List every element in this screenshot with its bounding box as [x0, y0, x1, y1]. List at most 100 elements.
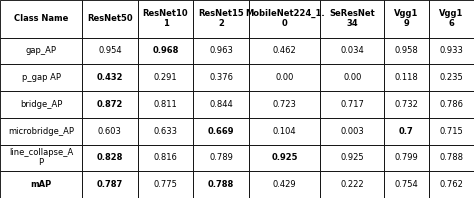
Text: p_gap AP: p_gap AP — [21, 73, 61, 82]
Text: 0.968: 0.968 — [152, 47, 179, 55]
Text: 0.925: 0.925 — [340, 153, 364, 162]
Text: 0.933: 0.933 — [439, 47, 464, 55]
Text: 0.787: 0.787 — [97, 180, 123, 189]
Text: 0.754: 0.754 — [394, 180, 419, 189]
Bar — [320, 145, 384, 171]
Text: 0.00: 0.00 — [343, 73, 361, 82]
Bar — [384, 145, 429, 171]
Text: 0.789: 0.789 — [209, 153, 233, 162]
Bar — [429, 91, 474, 118]
Text: 0.925: 0.925 — [272, 153, 298, 162]
Bar — [320, 118, 384, 145]
Text: ResNet50: ResNet50 — [87, 14, 133, 23]
Text: 0.633: 0.633 — [154, 127, 177, 136]
Text: 0.723: 0.723 — [273, 100, 297, 109]
Bar — [249, 118, 320, 145]
Bar — [384, 0, 429, 38]
Text: microbridge_AP: microbridge_AP — [8, 127, 74, 136]
Bar — [429, 145, 474, 171]
Bar — [0, 171, 82, 198]
Text: line_collapse_A
P: line_collapse_A P — [9, 148, 73, 168]
Bar — [82, 145, 138, 171]
Text: 0.432: 0.432 — [97, 73, 123, 82]
Text: 0.104: 0.104 — [273, 127, 296, 136]
Bar — [320, 91, 384, 118]
Text: 0.603: 0.603 — [98, 127, 122, 136]
Text: bridge_AP: bridge_AP — [20, 100, 62, 109]
Text: Class Name: Class Name — [14, 14, 68, 23]
Text: 0.291: 0.291 — [154, 73, 177, 82]
Bar — [429, 64, 474, 91]
Text: 0.7: 0.7 — [399, 127, 414, 136]
Bar — [429, 171, 474, 198]
Bar — [138, 118, 193, 145]
Text: 0.235: 0.235 — [439, 73, 464, 82]
Text: 0.963: 0.963 — [209, 47, 233, 55]
Bar — [429, 38, 474, 64]
Bar — [0, 64, 82, 91]
Text: 0.732: 0.732 — [394, 100, 419, 109]
Bar — [82, 38, 138, 64]
Bar — [249, 145, 320, 171]
Text: 0.811: 0.811 — [154, 100, 177, 109]
Bar — [193, 91, 249, 118]
Text: 0.872: 0.872 — [97, 100, 123, 109]
Bar — [384, 91, 429, 118]
Text: Vgg1
9: Vgg1 9 — [394, 9, 419, 28]
Bar — [138, 38, 193, 64]
Bar — [320, 0, 384, 38]
Bar — [0, 0, 82, 38]
Text: gap_AP: gap_AP — [26, 47, 56, 55]
Text: 0.799: 0.799 — [394, 153, 419, 162]
Text: 0.034: 0.034 — [340, 47, 364, 55]
Text: MobileNet224_1.
0: MobileNet224_1. 0 — [245, 9, 325, 28]
Text: 0.00: 0.00 — [275, 73, 294, 82]
Bar — [0, 145, 82, 171]
Text: ResNet10
1: ResNet10 1 — [143, 9, 188, 28]
Bar — [138, 145, 193, 171]
Text: 0.958: 0.958 — [394, 47, 419, 55]
Text: 0.669: 0.669 — [208, 127, 234, 136]
Text: 0.816: 0.816 — [154, 153, 177, 162]
Bar — [138, 64, 193, 91]
Text: 0.376: 0.376 — [209, 73, 233, 82]
Text: 0.429: 0.429 — [273, 180, 296, 189]
Bar — [138, 0, 193, 38]
Text: SeResNet
34: SeResNet 34 — [329, 9, 375, 28]
Bar — [193, 118, 249, 145]
Bar — [0, 38, 82, 64]
Bar — [320, 171, 384, 198]
Text: 0.844: 0.844 — [209, 100, 233, 109]
Bar — [249, 64, 320, 91]
Bar — [138, 171, 193, 198]
Bar — [384, 38, 429, 64]
Text: 0.222: 0.222 — [340, 180, 364, 189]
Bar — [249, 38, 320, 64]
Text: 0.715: 0.715 — [439, 127, 464, 136]
Text: 0.003: 0.003 — [340, 127, 364, 136]
Text: 0.786: 0.786 — [439, 100, 464, 109]
Text: 0.762: 0.762 — [439, 180, 464, 189]
Text: 0.788: 0.788 — [439, 153, 464, 162]
Text: 0.954: 0.954 — [98, 47, 122, 55]
Bar — [82, 171, 138, 198]
Bar — [249, 0, 320, 38]
Bar — [82, 64, 138, 91]
Text: 0.775: 0.775 — [154, 180, 177, 189]
Bar — [384, 64, 429, 91]
Bar — [429, 118, 474, 145]
Bar — [193, 0, 249, 38]
Text: 0.118: 0.118 — [394, 73, 419, 82]
Bar — [320, 64, 384, 91]
Bar — [193, 145, 249, 171]
Bar — [249, 171, 320, 198]
Text: Vgg1
6: Vgg1 6 — [439, 9, 464, 28]
Bar — [193, 171, 249, 198]
Text: 0.462: 0.462 — [273, 47, 297, 55]
Bar — [82, 118, 138, 145]
Bar — [0, 118, 82, 145]
Bar — [429, 0, 474, 38]
Bar — [138, 91, 193, 118]
Bar — [0, 91, 82, 118]
Bar — [320, 38, 384, 64]
